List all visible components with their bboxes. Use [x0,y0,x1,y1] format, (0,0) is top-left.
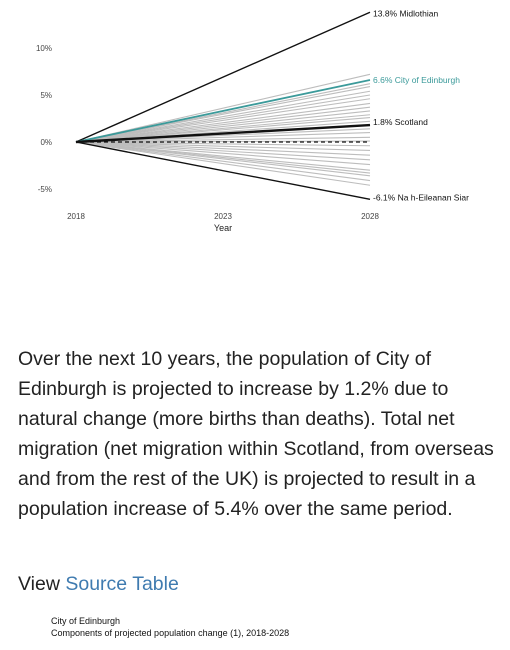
series-line-city-of-edinburgh [75,79,371,143]
background-series-line [75,102,371,143]
x-tick-label: 2018 [67,212,85,221]
highlighted-series-lines [75,11,371,201]
x-axis-title: Year [214,223,232,233]
background-series-line [75,85,371,143]
y-tick-label: -5% [38,185,52,194]
source-caption-area: City of Edinburgh [51,616,121,626]
end-label-scotland: 1.8% Scotland [373,117,428,127]
end-label-na-h-eileanan-siar: -6.1% Na h-Eileanan Siar [373,192,469,202]
y-axis-tick-labels: 10% 5% 0% -5% [36,44,52,194]
background-series-line [75,141,371,166]
y-tick-label: 5% [40,91,52,100]
background-series-line [75,106,371,143]
background-series-line [75,141,371,152]
background-series-line [75,141,371,156]
background-series-line [75,73,371,143]
series-line-midlothian [75,11,371,143]
end-label-city-of-edinburgh: 6.6% City of Edinburgh [373,75,460,85]
background-series-line [75,141,371,186]
source-caption-title: Components of projected population chang… [51,628,290,638]
x-axis-tick-labels: 2018 2023 2028 [67,212,379,221]
background-series-lines [75,73,371,186]
view-source-line: View Source Table [18,570,179,598]
background-series-line [75,141,371,177]
projection-summary-text: Over the next 10 years, the population o… [18,348,494,520]
background-series-line [75,141,371,161]
series-line-scotland [75,123,371,144]
source-table-link[interactable]: Source Table [65,573,179,595]
series-line-na-h-eileanan-siar [75,141,371,201]
background-series-line [75,94,371,143]
background-series-line [75,90,371,143]
background-series-line [75,117,371,143]
x-tick-label: 2023 [214,212,232,221]
x-tick-label: 2028 [361,212,379,221]
background-series-line [75,110,371,143]
source-table-caption: City of Edinburgh Components of projecte… [51,615,289,639]
population-projection-chart: 10% 5% 0% -5% 2018 2023 2028 Year 13.8% Midlo… [36,8,469,233]
view-source-prefix: View [18,573,66,595]
y-tick-label: 10% [36,44,52,53]
background-series-line [75,98,371,143]
series-end-labels: 13.8% Midlothian 6.6% City of Edinburgh 1.… [373,8,469,202]
background-series-line [75,132,371,143]
y-tick-label: 0% [40,138,52,147]
background-series-line [75,136,371,143]
end-label-midlothian: 13.8% Midlothian [373,8,438,18]
background-series-line [75,141,371,182]
